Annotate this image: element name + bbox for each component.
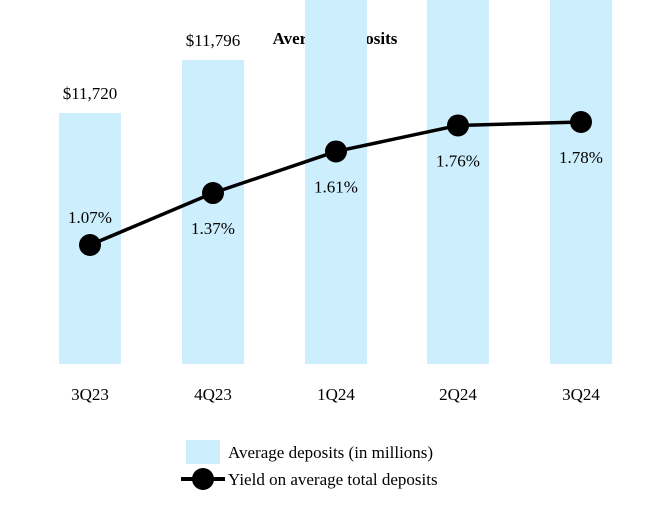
x-tick-2Q24: 2Q24 <box>439 385 477 404</box>
bar-label-3Q23: $11,720 <box>63 84 118 103</box>
x-axis-tick-labels: 3Q23 4Q23 1Q24 2Q24 3Q24 <box>71 385 600 404</box>
bar-series <box>59 0 612 365</box>
yield-point-4Q23 <box>202 182 224 205</box>
x-tick-3Q24: 3Q24 <box>562 385 600 404</box>
yield-point-1Q24 <box>325 140 347 163</box>
yield-point-3Q24 <box>570 111 592 133</box>
yield-point-2Q24 <box>447 114 469 137</box>
yield-line-series <box>79 111 592 256</box>
yield-label-2Q24: 1.76% <box>436 151 480 170</box>
yield-label-3Q23: 1.07% <box>68 208 112 227</box>
bar-1Q24 <box>305 0 367 364</box>
bar-label-4Q23: $11,796 <box>186 31 241 50</box>
x-tick-1Q24: 1Q24 <box>317 385 355 404</box>
legend-swatch-deposits <box>186 440 220 464</box>
bar-3Q24 <box>550 0 612 364</box>
bar-2Q24 <box>427 0 489 365</box>
legend-marker-yield <box>192 468 214 490</box>
legend-label-yield: Yield on average total deposits <box>228 470 438 489</box>
yield-value-labels: 1.07% 1.37% 1.61% 1.76% 1.78% <box>68 148 603 238</box>
legend-label-deposits: Average deposits (in millions) <box>228 443 433 462</box>
yield-label-4Q23: 1.37% <box>191 219 235 238</box>
bar-value-labels: $11,720$11,796$11,888$12,086$12,097 <box>63 31 241 103</box>
x-tick-3Q23: 3Q23 <box>71 385 109 404</box>
yield-label-3Q24: 1.78% <box>559 148 603 167</box>
yield-point-3Q23 <box>79 234 101 256</box>
legend: Average deposits (in millions) Yield on … <box>181 440 438 490</box>
yield-label-1Q24: 1.61% <box>314 177 358 196</box>
x-tick-4Q23: 4Q23 <box>194 385 232 404</box>
bar-4Q23 <box>182 60 244 365</box>
